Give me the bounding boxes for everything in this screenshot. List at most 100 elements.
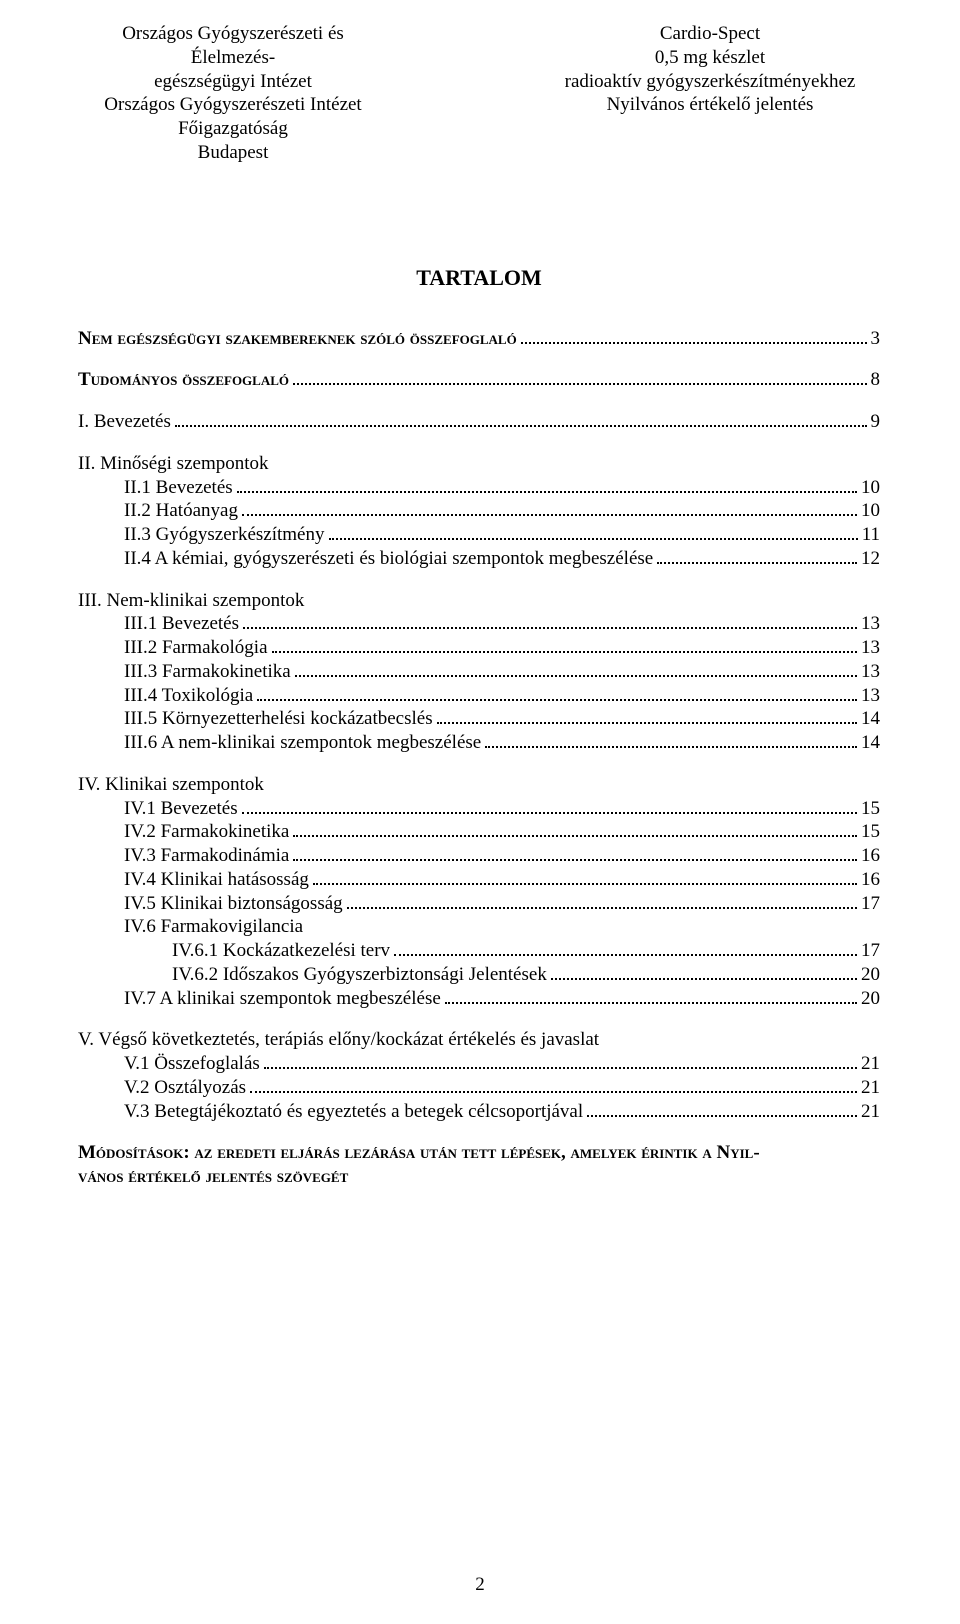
toc-label: IV.6.2 Időszakos Gyógyszerbiztonsági Jel… [172,963,547,987]
toc-page: 13 [861,636,880,660]
header-left: Országos Gyógyszerészeti és Élelmezés- e… [78,22,388,165]
toc-label: III.4 Toxikológia [124,684,253,708]
toc-leader [521,329,867,343]
toc-entry: V. Végső következtetés, terápiás előny/k… [78,1028,880,1052]
toc-entry: V.2 Osztályozás 21 [78,1076,880,1100]
toc-page: 16 [861,868,880,892]
appendix-line: vános értékelő jelentés szövegét [78,1165,880,1189]
toc-entry: Nem egészségügyi szakembereknek szóló ös… [78,327,880,351]
toc-label: III.5 Környezetterhelési kockázatbecslés [124,707,433,731]
header-right: Cardio-Spect 0,5 mg készlet radioaktív g… [540,22,880,165]
toc-page: 10 [861,499,880,523]
toc-leader [295,662,857,676]
toc-leader [272,639,857,653]
header-left-line: Országos Gyógyszerészeti és Élelmezés- [78,22,388,70]
toc-page: 13 [861,684,880,708]
toc-leader [347,894,857,908]
header-right-line: radioaktív gyógyszerkészítményekhez [540,70,880,94]
toc-label: IV.7 A klinikai szempontok megbeszélése [124,987,441,1011]
toc-entry: III.1 Bevezetés 13 [78,612,880,636]
toc-entry: IV.5 Klinikai biztonságosság 17 [78,892,880,916]
toc-entry: IV.4 Klinikai hatásosság16 [78,868,880,892]
toc-leader [329,526,858,540]
toc-leader [445,989,857,1003]
page-title: TARTALOM [78,265,880,291]
toc-page: 16 [861,844,880,868]
toc-label: Nem egészségügyi szakembereknek szóló ös… [78,327,517,351]
toc-leader [293,371,866,385]
toc-page: 15 [861,797,880,821]
toc-page: 15 [861,820,880,844]
toc-spacer [78,571,880,589]
toc-label: III.3 Farmakokinetika [124,660,291,684]
toc-entry: Tudományos összefoglaló 8 [78,368,880,392]
toc-leader [313,870,857,884]
toc-leader [250,1078,857,1092]
toc-label: II.1 Bevezetés [124,476,233,500]
toc-page: 21 [861,1100,880,1124]
toc-entry: II.4 A kémiai, gyógyszerészeti és biológ… [78,547,880,571]
toc-label: III.6 A nem-klinikai szempontok megbeszé… [124,731,481,755]
header-left-line: egészségügyi Intézet [78,70,388,94]
toc-page: 10 [861,476,880,500]
toc-page: 21 [861,1052,880,1076]
toc-spacer [78,392,880,410]
toc-page: 13 [861,612,880,636]
toc-page: 14 [861,731,880,755]
toc-spacer [78,434,880,452]
toc-label: IV.2 Farmakokinetika [124,820,289,844]
toc-spacer [78,1010,880,1028]
toc-entry: III. Nem-klinikai szempontok [78,589,880,613]
toc-leader [587,1102,857,1116]
toc-leader [257,686,857,700]
toc-entry: V.1 Összefoglalás 21 [78,1052,880,1076]
toc-label: V.3 Betegtájékoztató és egyeztetés a bet… [124,1100,583,1124]
toc-page: 17 [861,892,880,916]
toc-label: IV.6.1 Kockázatkezelési terv [172,939,390,963]
table-of-contents: Nem egészségügyi szakembereknek szóló ös… [78,327,880,1124]
toc-label: V. Végső következtetés, terápiás előny/k… [78,1028,599,1052]
toc-leader [293,823,857,837]
toc-leader [175,413,867,427]
toc-label: III.1 Bevezetés [124,612,239,636]
page-number: 2 [0,1574,960,1596]
toc-entry: IV.7 A klinikai szempontok megbeszélése 2… [78,987,880,1011]
toc-page: 21 [861,1076,880,1100]
header-right-line: Cardio-Spect [540,22,880,46]
toc-entry: IV.6.1 Kockázatkezelési terv 17 [78,939,880,963]
toc-label: I. Bevezetés [78,410,171,434]
toc-label: IV. Klinikai szempontok [78,773,264,797]
toc-leader [242,799,857,813]
toc-page: 20 [861,963,880,987]
toc-page: 8 [871,368,881,392]
appendix-line: Módosítások: az eredeti eljárás lezárása… [78,1141,880,1165]
toc-page: 9 [871,410,881,434]
toc-label: Tudományos összefoglaló [78,368,289,392]
document-page: Országos Gyógyszerészeti és Élelmezés- e… [0,0,960,1624]
toc-page: 17 [861,939,880,963]
toc-entry: III.2 Farmakológia13 [78,636,880,660]
toc-leader [657,549,857,563]
toc-entry: II. Minőségi szempontok [78,452,880,476]
toc-page: 13 [861,660,880,684]
toc-page: 12 [861,547,880,571]
toc-leader [242,502,857,516]
toc-leader [243,615,857,629]
appendix-note: Módosítások: az eredeti eljárás lezárása… [78,1141,880,1189]
toc-label: IV.5 Klinikai biztonságosság [124,892,343,916]
toc-entry: IV.2 Farmakokinetika 15 [78,820,880,844]
toc-entry: II.1 Bevezetés 10 [78,476,880,500]
toc-page: 20 [861,987,880,1011]
toc-leader [237,478,857,492]
toc-leader [264,1055,857,1069]
header-right-line: Nyilvános értékelő jelentés [540,93,880,117]
toc-label: IV.1 Bevezetés [124,797,238,821]
page-header: Országos Gyógyszerészeti és Élelmezés- e… [78,22,880,165]
toc-label: V.1 Összefoglalás [124,1052,260,1076]
header-left-line: Budapest [78,141,388,165]
toc-entry: IV.3 Farmakodinámia 16 [78,844,880,868]
toc-entry: III.5 Környezetterhelési kockázatbecslés… [78,707,880,731]
toc-label: IV.3 Farmakodinámia [124,844,289,868]
toc-leader [394,942,857,956]
toc-label: V.2 Osztályozás [124,1076,246,1100]
